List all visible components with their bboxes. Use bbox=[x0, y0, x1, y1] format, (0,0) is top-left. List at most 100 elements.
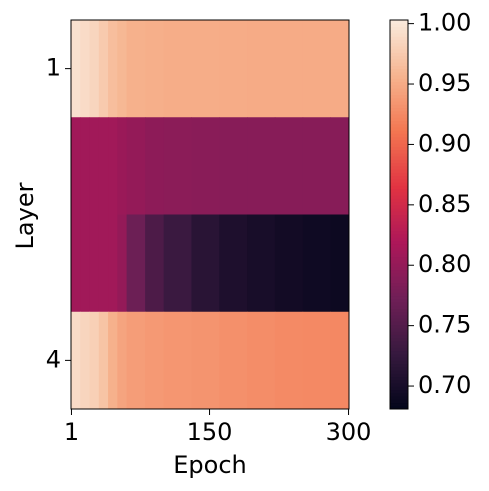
colorbar-swatch bbox=[390, 366, 408, 371]
cell bbox=[302, 117, 331, 215]
cell bbox=[145, 20, 165, 118]
colorbar-swatch bbox=[390, 347, 408, 352]
cell bbox=[330, 214, 350, 313]
colorbar-swatch bbox=[390, 198, 408, 203]
colorbar-swatch bbox=[390, 253, 408, 258]
colorbar-swatch bbox=[390, 55, 408, 60]
colorbar-tick-label: 0.90 bbox=[418, 129, 471, 157]
colorbar-swatch bbox=[390, 169, 408, 173]
cell bbox=[302, 214, 331, 313]
colorbar-swatch bbox=[390, 75, 408, 79]
colorbar-swatch bbox=[390, 220, 408, 225]
colorbar-swatch bbox=[390, 149, 408, 154]
cell bbox=[163, 311, 192, 410]
colorbar-swatch bbox=[390, 373, 408, 378]
cell bbox=[89, 20, 100, 118]
cell bbox=[117, 20, 128, 118]
colorbar-swatch bbox=[390, 321, 408, 326]
colorbar-swatch bbox=[390, 292, 408, 297]
cell bbox=[163, 20, 192, 118]
colorbar-swatch bbox=[390, 71, 408, 76]
colorbar-swatch bbox=[390, 107, 408, 112]
colorbar-swatch bbox=[390, 240, 408, 245]
cell bbox=[80, 117, 91, 215]
cell bbox=[274, 117, 304, 215]
colorbar-swatch bbox=[390, 334, 408, 339]
colorbar-swatch bbox=[390, 136, 408, 141]
cell bbox=[247, 117, 276, 215]
cell bbox=[163, 117, 192, 215]
colorbar-swatch bbox=[390, 29, 408, 34]
colorbar-swatch bbox=[390, 305, 408, 310]
cell bbox=[98, 214, 109, 313]
cell bbox=[145, 311, 165, 410]
cell bbox=[126, 311, 146, 410]
colorbar-swatch bbox=[390, 188, 408, 193]
colorbar-swatch bbox=[390, 175, 408, 180]
colorbar-swatch bbox=[390, 156, 408, 160]
colorbar-swatch bbox=[390, 314, 408, 319]
colorbar-swatch bbox=[390, 45, 408, 50]
colorbar-swatch bbox=[390, 308, 408, 313]
colorbar-swatch bbox=[390, 233, 408, 238]
colorbar-swatch bbox=[390, 302, 408, 306]
colorbar-swatch bbox=[390, 178, 408, 183]
colorbar-swatch bbox=[390, 65, 408, 70]
cell bbox=[108, 311, 118, 410]
cell bbox=[247, 214, 276, 313]
colorbar-swatch bbox=[390, 36, 408, 40]
colorbar-swatch bbox=[390, 195, 408, 199]
colorbar-swatch bbox=[390, 152, 408, 157]
x-axis-label: Epoch bbox=[173, 451, 247, 479]
colorbar-swatch bbox=[390, 279, 408, 284]
colorbar-swatch bbox=[390, 52, 408, 57]
colorbar-swatch bbox=[390, 311, 408, 316]
colorbar-swatch bbox=[390, 230, 408, 235]
y-axis-label: Layer bbox=[11, 182, 39, 249]
colorbar-swatch bbox=[390, 123, 408, 128]
colorbar-tick-label: 0.80 bbox=[418, 250, 471, 278]
colorbar-swatch bbox=[390, 344, 408, 348]
colorbar-swatch bbox=[390, 295, 408, 300]
colorbar-swatch bbox=[390, 360, 408, 365]
colorbar-swatch bbox=[390, 204, 408, 209]
colorbar-swatch bbox=[390, 246, 408, 251]
cell bbox=[89, 311, 100, 410]
colorbar-swatch bbox=[390, 217, 408, 222]
colorbar-swatch bbox=[390, 318, 408, 322]
colorbar-swatch bbox=[390, 289, 408, 293]
colorbar-swatch bbox=[390, 399, 408, 404]
colorbar-swatch bbox=[390, 276, 408, 280]
colorbar-tick-label: 1.00 bbox=[418, 9, 471, 37]
colorbar-swatch bbox=[390, 363, 408, 368]
colorbar-swatch bbox=[390, 88, 408, 92]
cell bbox=[80, 20, 91, 118]
colorbar-swatch bbox=[390, 42, 408, 47]
colorbar-swatch bbox=[390, 263, 408, 267]
cell bbox=[80, 214, 91, 313]
cell bbox=[191, 214, 220, 313]
colorbar-swatch bbox=[390, 81, 408, 86]
colorbar-swatch bbox=[390, 214, 408, 219]
colorbar-swatch bbox=[390, 370, 408, 374]
colorbar-swatch bbox=[390, 250, 408, 254]
cell bbox=[108, 214, 118, 313]
cell bbox=[80, 311, 91, 410]
colorbar-swatch bbox=[390, 237, 408, 241]
colorbar-swatch bbox=[390, 126, 408, 131]
cell bbox=[89, 214, 100, 313]
cell bbox=[274, 20, 304, 118]
cell bbox=[108, 117, 118, 215]
colorbar-swatch bbox=[390, 191, 408, 196]
colorbar-swatch bbox=[390, 379, 408, 384]
cell bbox=[71, 20, 81, 118]
cell bbox=[98, 311, 109, 410]
colorbar-swatch bbox=[390, 272, 408, 277]
colorbar-swatch bbox=[390, 256, 408, 261]
heatmap bbox=[71, 20, 350, 410]
colorbar-swatch bbox=[390, 282, 408, 287]
colorbar-swatch bbox=[390, 101, 408, 105]
cell bbox=[302, 311, 331, 410]
colorbar-swatch bbox=[390, 78, 408, 83]
colorbar-swatch bbox=[390, 165, 408, 170]
